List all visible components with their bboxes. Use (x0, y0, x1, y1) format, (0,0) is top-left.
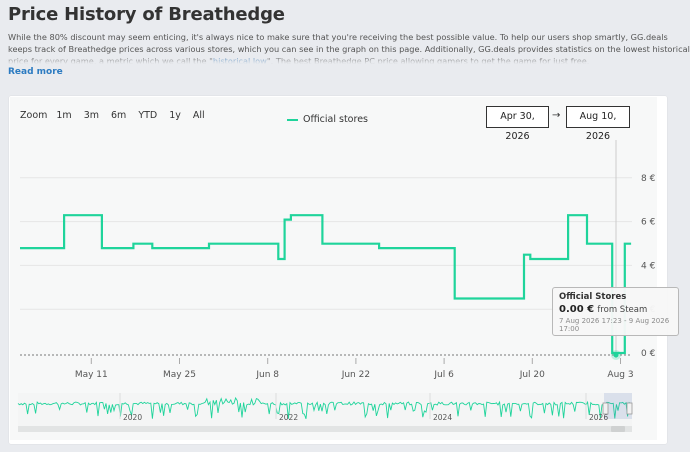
price-tooltip: Official Stores 0.00 € from Steam 7 Aug … (552, 287, 679, 336)
chart-grid (20, 177, 632, 356)
y-tick-label: 6 € (641, 218, 656, 228)
range-to-input[interactable]: Aug 10, 2026 (566, 106, 630, 142)
zoom-bar: Zoom 1m 3m 6m YTD 1y All (20, 110, 217, 121)
x-tick-label: May 11 (75, 370, 108, 380)
tooltip-source: from Steam (597, 305, 648, 315)
x-tick-label: Jul 6 (433, 370, 454, 380)
x-tick-label: Jul 20 (519, 370, 545, 380)
intro-paragraph: While the 80% discount may seem enticing… (8, 31, 690, 64)
x-tick-label: May 25 (163, 370, 196, 380)
navigator-scrollbar[interactable] (18, 426, 632, 432)
zoom-6m-button[interactable]: 6m (111, 110, 127, 121)
legend-label: Official stores (303, 114, 368, 125)
series-official-stores[interactable] (20, 214, 632, 360)
zoom-ytd-button[interactable]: YTD (138, 110, 158, 121)
navigator-tick-label: 2024 (433, 413, 452, 422)
navigator-tick-label: 2020 (123, 413, 142, 422)
navigator-scrollbar-thumb[interactable] (611, 426, 625, 432)
series-line[interactable] (20, 214, 632, 355)
x-axis: May 11 May 25 Jun 8 Jun 22 Jul 6 Jul 20 Aug 3 (75, 358, 634, 380)
zoom-label: Zoom (20, 110, 48, 121)
navigator-axis: 2020 2022 2024 2026 (119, 393, 608, 422)
range-from-input[interactable]: Apr 30, 2026 (486, 106, 549, 142)
navigator-tick-label: 2026 (589, 413, 608, 422)
navigator-handle-right[interactable] (626, 402, 633, 415)
navigator[interactable]: 2020 2022 2024 2026 (17, 393, 633, 432)
range-arrow-icon: → (552, 110, 561, 121)
y-tick-label: 8 € (641, 174, 656, 184)
chart-panel (10, 97, 657, 440)
legend-official-stores[interactable]: Official stores (287, 114, 368, 125)
tooltip-price: 0.00 € (559, 304, 595, 315)
zoom-all-button[interactable]: All (192, 110, 205, 121)
read-more-link[interactable]: Read more (8, 67, 63, 77)
x-tick-label: Jun 8 (255, 370, 279, 380)
legend-line-icon (287, 118, 298, 121)
navigator-handle-left[interactable] (602, 402, 609, 415)
x-tick-label: Jun 22 (341, 370, 370, 380)
y-tick-label: 0 € (641, 349, 656, 359)
zoom-1m-button[interactable]: 1m (56, 110, 72, 121)
tooltip-price-line: 0.00 € from Steam (559, 304, 672, 315)
zoom-1y-button[interactable]: 1y (169, 110, 181, 121)
page-title: Price History of Breathedge (8, 4, 285, 25)
tooltip-date-range: 7 Aug 2026 17:23 - 9 Aug 2026 17:00 (559, 317, 670, 333)
tooltip-title: Official Stores (559, 292, 627, 302)
y-tick-label: 4 € (641, 261, 656, 271)
zoom-3m-button[interactable]: 3m (83, 110, 100, 121)
hover-point[interactable] (613, 352, 619, 358)
x-tick-label: Aug 3 (607, 370, 633, 380)
navigator-tick-label: 2022 (279, 413, 298, 422)
